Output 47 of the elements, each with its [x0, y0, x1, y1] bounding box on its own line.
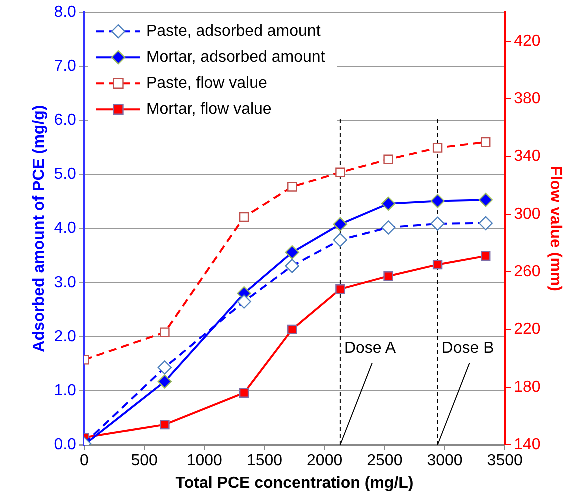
y2-tick-label: 140 [514, 436, 541, 454]
y2-tick-label: 340 [514, 148, 541, 166]
y2-axis-title: Flow value (mm) [546, 166, 564, 292]
point [478, 193, 493, 208]
point [285, 245, 300, 260]
y2-tick-label: 420 [514, 32, 541, 50]
x-tick-label: 1000 [186, 452, 223, 470]
y-tick-label: 4.0 [54, 220, 77, 238]
ref-line-label: Dose B [442, 340, 494, 358]
point [432, 260, 443, 270]
point [384, 272, 394, 282]
legend-label: Paste, adsorbed amount [146, 23, 322, 40]
y-tick-label: 6.0 [54, 112, 77, 130]
legend-label: Mortar, flow value [146, 101, 272, 118]
y2-tick-label: 300 [514, 206, 541, 223]
point [160, 420, 170, 430]
point [381, 196, 396, 212]
point [336, 284, 346, 294]
x-tick-label: 3500 [487, 452, 524, 470]
y-tick-label: 3.0 [54, 274, 77, 292]
point [333, 217, 348, 232]
x-tick-label: 2000 [307, 452, 343, 470]
point [239, 388, 250, 398]
x-axis-title: Total PCE concentration (mg/L) [176, 474, 414, 492]
point [481, 251, 491, 262]
legend-label: Mortar, adsorbed amount [146, 49, 326, 66]
point [288, 324, 298, 335]
y-axis-title: Adsorbed amount of PCE (mg/g) [31, 105, 48, 352]
x-tick-label: 1500 [246, 452, 283, 470]
y2-tick-label: 260 [514, 263, 541, 280]
y-tick-label: 8.0 [54, 4, 77, 22]
point [158, 374, 172, 389]
y-tick-label: 7.0 [54, 58, 77, 76]
x-tick-label: 0 [80, 452, 89, 470]
y-tick-label: 2.0 [54, 328, 77, 346]
x-tick-label: 500 [131, 452, 158, 470]
y2-tick-label: 220 [514, 321, 541, 338]
x-tick-label: 3000 [427, 452, 463, 470]
y-tick-label: 5.0 [54, 166, 77, 184]
y-tick-label: 0.0 [54, 436, 77, 454]
y2-tick-label: 380 [514, 90, 541, 108]
y-tick-label: 1.0 [54, 382, 77, 400]
y2-tick-label: 180 [514, 378, 541, 396]
legend-label: Paste, flow value [146, 75, 268, 92]
ref-line-label: Dose A [344, 340, 396, 358]
point [430, 194, 445, 208]
x-tick-label: 2500 [367, 452, 403, 470]
